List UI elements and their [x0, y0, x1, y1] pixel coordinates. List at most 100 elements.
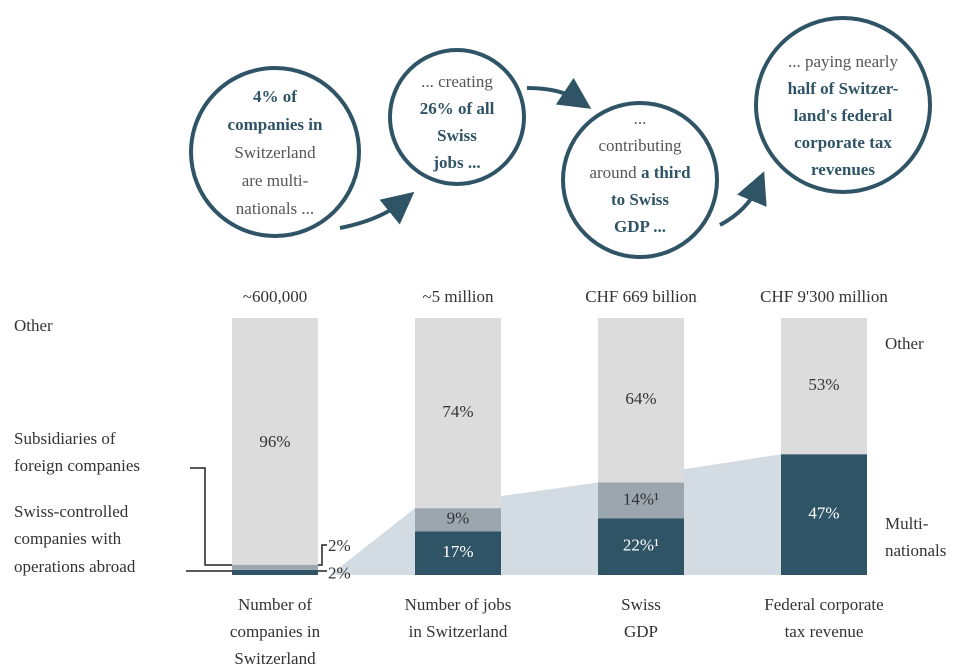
arrows [339, 77, 767, 230]
bubble-text: 4% of [253, 87, 297, 106]
bubble-text: a third [641, 163, 691, 182]
bubble-text: ... paying nearly [788, 52, 898, 71]
value-label: 2% [328, 563, 351, 582]
bubble-line: revenues [811, 160, 875, 179]
bubble-text: nationals ... [236, 199, 314, 218]
bubble: ... contributing around a third to Swiss GDP… [561, 101, 719, 259]
arrow [339, 191, 415, 230]
bubble-line: ... creating [421, 72, 493, 91]
bubble-text: half of Switzer- [788, 79, 899, 98]
bubble-line: GDP ... [614, 217, 666, 236]
bubble-line: companies in [228, 115, 323, 134]
bubble-line: ... [634, 109, 647, 128]
bubble: ... creating 26% of all Swiss jobs ... [388, 48, 526, 186]
bubble-text: companies in [228, 115, 323, 134]
value-label: 22%¹ [623, 536, 659, 555]
bubble-line: 26% of all [420, 99, 495, 118]
category-label: GDP [624, 622, 658, 641]
bubble: ... paying nearly half of Switzer-land's … [754, 16, 932, 194]
bubble-circle [561, 101, 719, 259]
bubble-text: land's federal [794, 106, 893, 125]
category-label: Number of [238, 595, 312, 614]
brackets [186, 467, 327, 572]
value-label: 2% [328, 536, 351, 555]
total-label: ~5 million [422, 287, 494, 306]
value-label: 14%¹ [623, 489, 659, 508]
right-label: nationals [885, 541, 946, 560]
bubble: 4% of companies in Switzerland are multi-na… [189, 66, 361, 238]
bubble-line: Swiss [437, 126, 477, 145]
legend-label: foreign companies [14, 456, 140, 475]
legend-label: operations abroad [14, 557, 136, 576]
bubble-line: contributing [598, 136, 682, 155]
total-label: CHF 9'300 million [760, 287, 888, 306]
bubble-text: ... [634, 109, 647, 128]
bubble-circle [189, 66, 361, 238]
bubble-text: corporate tax [794, 133, 892, 152]
bracket [318, 544, 327, 566]
value-label: 9% [447, 509, 470, 528]
bar-segment [232, 564, 318, 570]
bubble-line: jobs ... [432, 153, 480, 172]
bubble-text: ... creating [421, 72, 493, 91]
bubble-line: 4% of [253, 87, 297, 106]
bubble-circle [388, 48, 526, 186]
legend-label: Swiss-controlled [14, 502, 129, 521]
bubble-text: 26% of all [420, 99, 495, 118]
bar-segment [415, 508, 501, 532]
bubble-text: are multi- [242, 171, 309, 190]
category-label: in Switzerland [409, 622, 508, 641]
bubble-line: to Swiss [611, 190, 669, 209]
bubble-line: around a third [589, 163, 691, 182]
total-label: CHF 669 billion [585, 287, 697, 306]
value-label: 64% [625, 389, 656, 408]
arrow [719, 171, 767, 227]
bubble-line: ... paying nearly [788, 52, 898, 71]
right-label: Other [885, 334, 924, 353]
bubble-text: GDP ... [614, 217, 666, 236]
bubble-text: to Swiss [611, 190, 669, 209]
bar-segment [781, 454, 867, 575]
legend-label: Other [14, 316, 53, 335]
bar-segment [598, 318, 684, 483]
bar-segment [415, 531, 501, 575]
value-label: 74% [442, 402, 473, 421]
value-label: 47% [808, 504, 839, 523]
bar-segment [232, 318, 318, 565]
bubble-text: Switzerland [234, 143, 316, 162]
category-label: Switzerland [234, 649, 316, 668]
bubble-line: corporate tax [794, 133, 892, 152]
bar-segment [781, 318, 867, 455]
value-label: 96% [259, 432, 290, 451]
bubble-line: half of Switzer- [788, 79, 899, 98]
value-label: 17% [442, 542, 473, 561]
bubble-line: Switzerland [234, 143, 316, 162]
bubble-text: revenues [811, 160, 875, 179]
bar-segment [232, 569, 318, 575]
bubble-text: around [589, 163, 640, 182]
bar-segment [598, 482, 684, 519]
right-label: Multi- [885, 514, 929, 533]
bubble-line: are multi- [242, 171, 309, 190]
category-label: Federal corporate [764, 595, 883, 614]
category-label: tax revenue [785, 622, 864, 641]
bracket [190, 467, 232, 566]
category-label: Swiss [621, 595, 661, 614]
legend-label: companies with [14, 529, 122, 548]
bubble-text: Swiss [437, 126, 477, 145]
multinational-area [330, 454, 781, 575]
legend-label: Subsidiaries of [14, 429, 116, 448]
arrow [526, 77, 592, 109]
value-label: 53% [808, 375, 839, 394]
bubble-text: contributing [598, 136, 682, 155]
bubble-text: jobs ... [432, 153, 480, 172]
bubble-line: nationals ... [236, 199, 314, 218]
category-label: companies in [230, 622, 321, 641]
bubble-line: land's federal [794, 106, 893, 125]
bar-segment [598, 518, 684, 575]
total-label: ~600,000 [243, 287, 307, 306]
bubble-circle [754, 16, 932, 194]
bar-segment [415, 318, 501, 509]
category-label: Number of jobs [405, 595, 512, 614]
